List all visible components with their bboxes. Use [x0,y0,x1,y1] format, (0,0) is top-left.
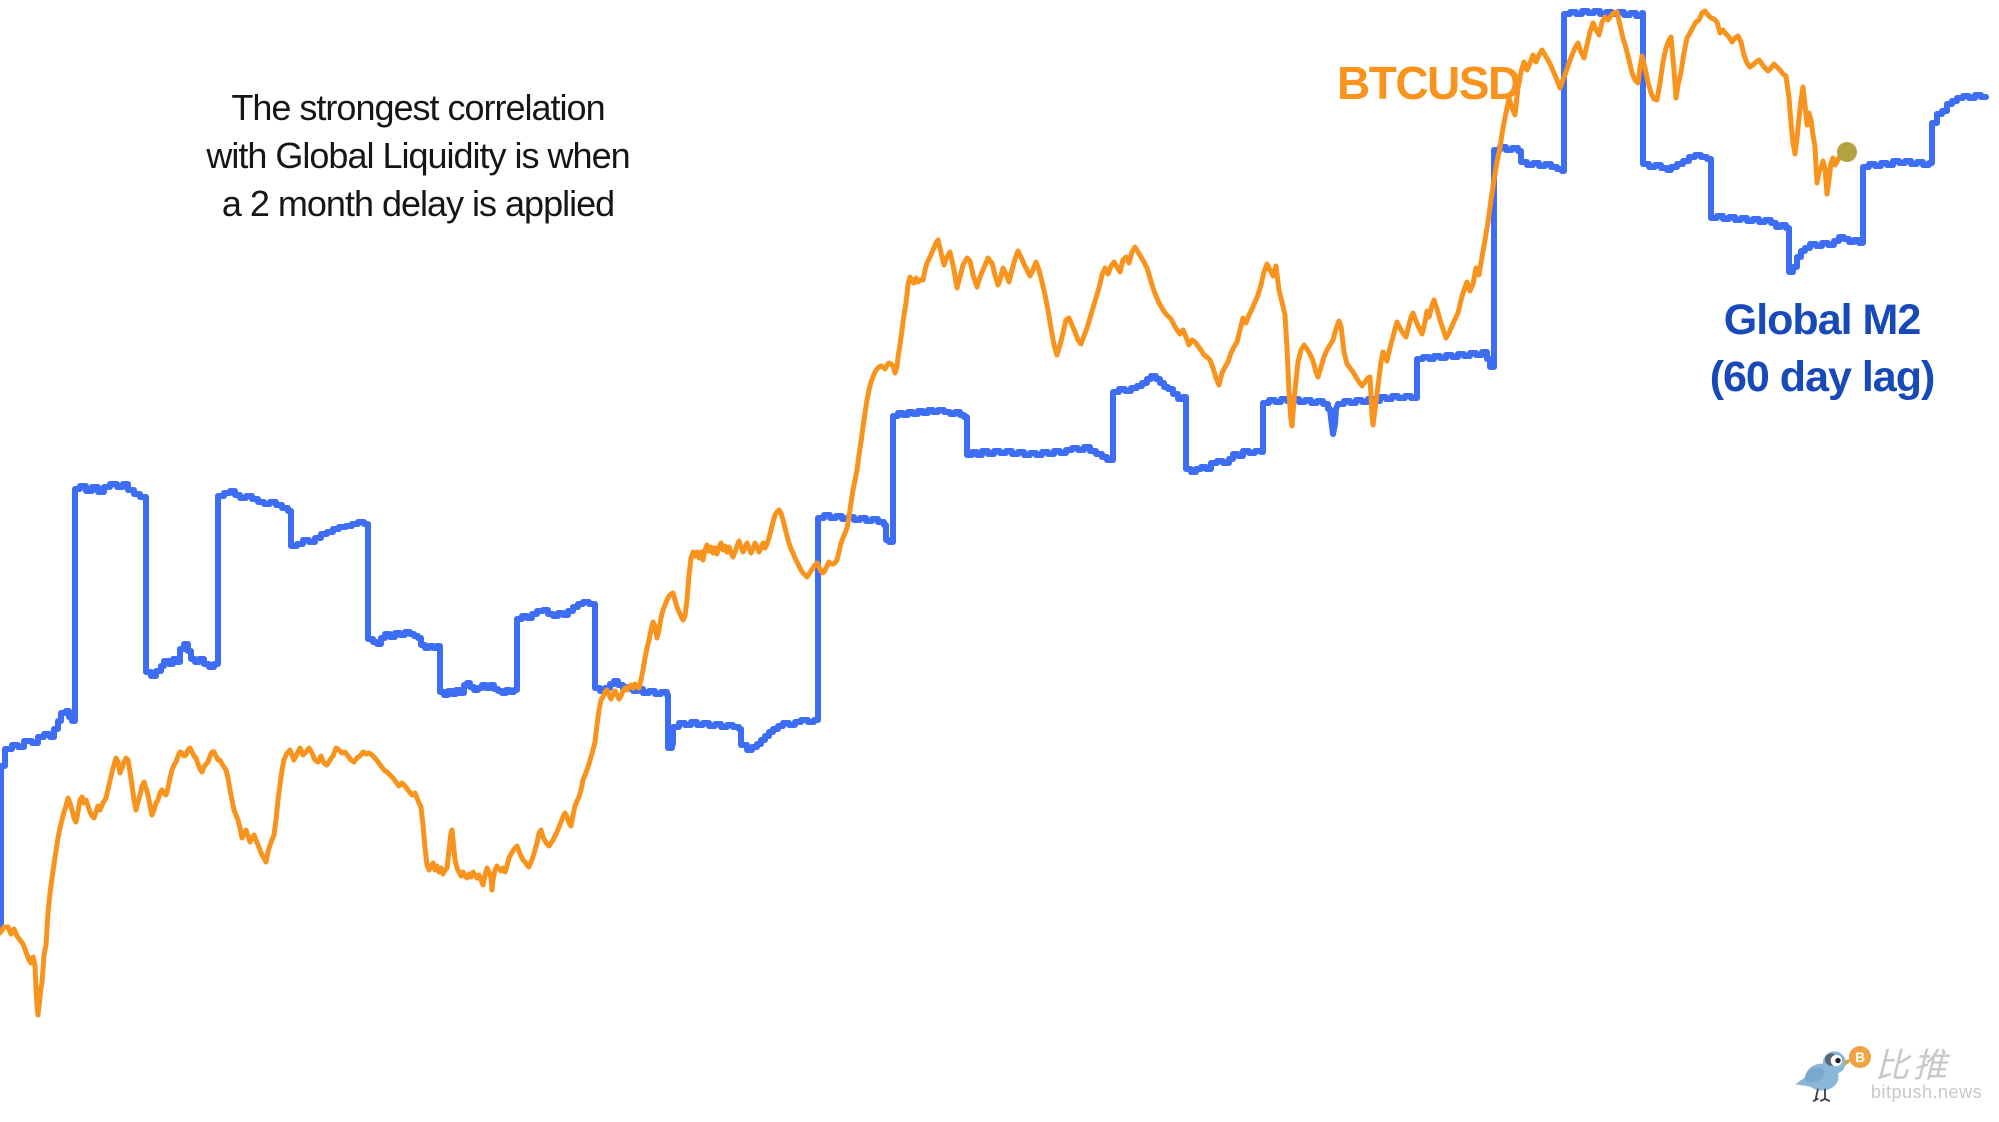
btcusd-end-dot [1837,142,1857,162]
global-m2-label: Global M2 (60 day lag) [1662,292,1982,406]
annotation-text: The strongest correlation with Global Li… [128,84,708,228]
watermark-brand-cn: 比推 [1875,1048,1951,1085]
annotation-line-3: a 2 month delay is applied [221,183,615,224]
watermark-domain: bitpush.news [1871,1082,1983,1102]
bird-pupil [1835,1057,1841,1064]
btcusd-label: BTCUSD [1337,57,1521,109]
annotation-line-2: with Global Liquidity is when [206,135,630,176]
global-m2-label-line-2: (60 day lag) [1709,353,1936,401]
btcusd-line [0,8,1850,1018]
bird-legs [1812,1088,1831,1102]
global-m2-line [0,8,1989,933]
watermark: B 比推 bitpush.news [1793,1030,1993,1116]
global-m2-label-line-1: Global M2 [1723,296,1921,344]
annotation-line-1: The strongest correlation [231,87,605,128]
bird-icon [1795,1051,1854,1102]
bitcoin-icon: B [1849,1046,1871,1068]
